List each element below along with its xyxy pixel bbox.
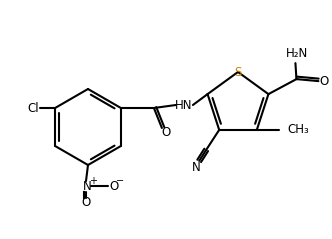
Text: −: − — [116, 176, 124, 186]
Text: HN: HN — [175, 98, 193, 112]
Text: O: O — [81, 196, 91, 210]
Text: O: O — [109, 179, 119, 192]
Text: N: N — [83, 179, 91, 192]
Text: O: O — [161, 126, 171, 140]
Text: Cl: Cl — [27, 102, 39, 114]
Text: CH₃: CH₃ — [288, 123, 309, 136]
Text: S: S — [234, 65, 242, 78]
Text: N: N — [192, 161, 201, 174]
Text: H₂N: H₂N — [286, 47, 308, 60]
Text: O: O — [320, 75, 329, 88]
Text: +: + — [89, 176, 97, 186]
